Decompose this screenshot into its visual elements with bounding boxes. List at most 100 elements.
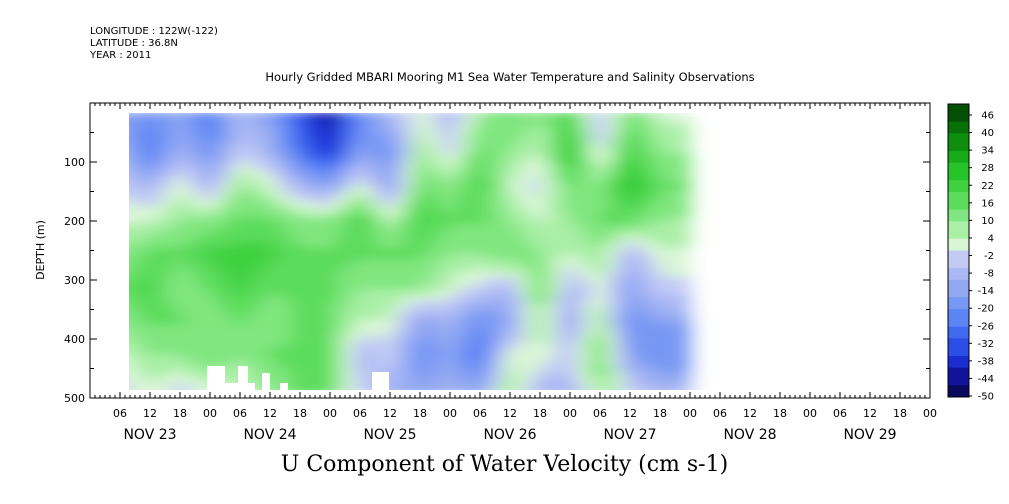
heatmap-cell bbox=[630, 312, 639, 319]
heatmap-cell bbox=[210, 129, 219, 137]
heatmap-cell bbox=[345, 312, 354, 319]
heatmap-cell bbox=[157, 271, 166, 278]
heatmap-cell bbox=[435, 206, 444, 213]
heatmap-cell bbox=[307, 218, 316, 225]
heatmap-cell bbox=[457, 235, 466, 243]
heatmap-cell bbox=[405, 306, 414, 313]
heatmap-cell bbox=[165, 300, 174, 308]
heatmap-cell bbox=[442, 212, 451, 219]
heatmap-cell bbox=[637, 389, 646, 390]
heatmap-cell bbox=[322, 353, 331, 361]
heatmap-cell bbox=[630, 147, 639, 154]
heatmap-cell bbox=[240, 117, 249, 125]
heatmap-cell bbox=[397, 282, 406, 290]
heatmap-cell bbox=[232, 223, 241, 231]
heatmap-cell bbox=[120, 218, 128, 225]
heatmap-cell bbox=[195, 188, 204, 196]
heatmap-cell bbox=[217, 353, 226, 361]
heatmap-cell bbox=[330, 265, 339, 272]
heatmap-cell bbox=[502, 294, 511, 302]
heatmap-cell bbox=[577, 277, 586, 284]
heatmap-cell bbox=[232, 206, 241, 213]
heatmap-cell bbox=[187, 306, 196, 313]
heatmap-cell bbox=[645, 318, 654, 325]
heatmap-cell bbox=[360, 365, 369, 373]
heatmap-cell bbox=[113, 159, 121, 166]
heatmap-cell bbox=[577, 164, 586, 172]
heatmap-cell bbox=[247, 318, 256, 325]
heatmap-cell bbox=[667, 229, 676, 237]
heatmap-cell bbox=[270, 153, 279, 160]
heatmap-cell bbox=[405, 200, 414, 207]
heatmap-cell bbox=[180, 135, 189, 142]
heatmap-cell bbox=[262, 182, 271, 190]
heatmap-cell bbox=[487, 259, 496, 266]
heatmap-cell bbox=[652, 129, 661, 137]
heatmap-cell bbox=[292, 200, 301, 207]
y-axis-label: DEPTH (m) bbox=[34, 220, 47, 280]
heatmap-cell bbox=[442, 235, 451, 243]
heatmap-cell bbox=[675, 229, 684, 237]
heatmap-cell bbox=[337, 235, 346, 243]
heatmap-cell bbox=[330, 271, 339, 278]
heatmap-cell bbox=[682, 159, 691, 166]
heatmap-cell bbox=[465, 229, 474, 237]
heatmap-cell bbox=[240, 182, 249, 190]
heatmap-cell bbox=[427, 135, 436, 142]
hour-tick-label: 06 bbox=[113, 407, 127, 420]
heatmap-cell bbox=[412, 247, 421, 255]
heatmap-cell bbox=[375, 218, 384, 225]
heatmap-cell bbox=[165, 153, 174, 160]
heatmap-cell bbox=[532, 259, 541, 266]
heatmap-cell bbox=[285, 389, 294, 390]
year-label: YEAR : 2011 bbox=[90, 50, 152, 61]
heatmap-cell bbox=[277, 235, 286, 243]
heatmap-cell bbox=[255, 247, 264, 255]
heatmap-cell bbox=[135, 200, 144, 207]
heatmap-cell bbox=[285, 312, 294, 319]
heatmap-cell bbox=[322, 306, 331, 313]
heatmap-cell bbox=[637, 306, 646, 313]
heatmap-cell bbox=[195, 336, 204, 343]
heatmap-cell bbox=[577, 229, 586, 237]
heatmap-cell bbox=[292, 123, 301, 131]
heatmap-cell bbox=[225, 194, 234, 201]
heatmap-cell bbox=[300, 170, 309, 178]
heatmap-cell bbox=[675, 218, 684, 225]
heatmap-cell bbox=[562, 212, 571, 219]
heatmap-cell bbox=[547, 129, 556, 137]
heatmap-cell bbox=[382, 147, 391, 154]
heatmap-cell bbox=[352, 347, 361, 355]
heatmap-cell bbox=[375, 170, 384, 178]
heatmap-cell bbox=[180, 159, 189, 166]
heatmap-cell bbox=[262, 253, 271, 260]
heatmap-cell bbox=[480, 135, 489, 142]
heatmap-cell bbox=[465, 389, 474, 390]
heatmap-cell bbox=[113, 141, 121, 148]
heatmap-cell bbox=[585, 294, 594, 302]
heatmap-cell bbox=[487, 282, 496, 290]
heatmap-cell bbox=[667, 129, 676, 137]
heatmap-cell bbox=[315, 253, 324, 260]
heatmap-cell bbox=[285, 135, 294, 142]
heatmap-cell bbox=[382, 282, 391, 290]
heatmap-cell bbox=[247, 153, 256, 160]
heatmap-cell bbox=[135, 271, 144, 278]
heatmap-cell bbox=[360, 206, 369, 213]
heatmap-cell bbox=[277, 277, 286, 284]
heatmap-cell bbox=[129, 288, 136, 296]
heatmap-cell bbox=[420, 342, 429, 349]
heatmap-cell bbox=[367, 206, 376, 213]
heatmap-cell bbox=[345, 129, 354, 137]
heatmap-cell bbox=[645, 282, 654, 290]
heatmap-cell bbox=[120, 289, 128, 296]
heatmap-cell bbox=[113, 194, 121, 201]
heatmap-cell bbox=[225, 117, 234, 125]
heatmap-cell bbox=[225, 342, 234, 349]
heatmap-cell bbox=[150, 253, 159, 260]
heatmap-cell bbox=[262, 336, 271, 343]
heatmap-cell bbox=[630, 170, 639, 178]
heatmap-cell bbox=[330, 206, 339, 213]
heatmap-cell bbox=[652, 159, 661, 166]
heatmap-cell bbox=[405, 113, 414, 119]
